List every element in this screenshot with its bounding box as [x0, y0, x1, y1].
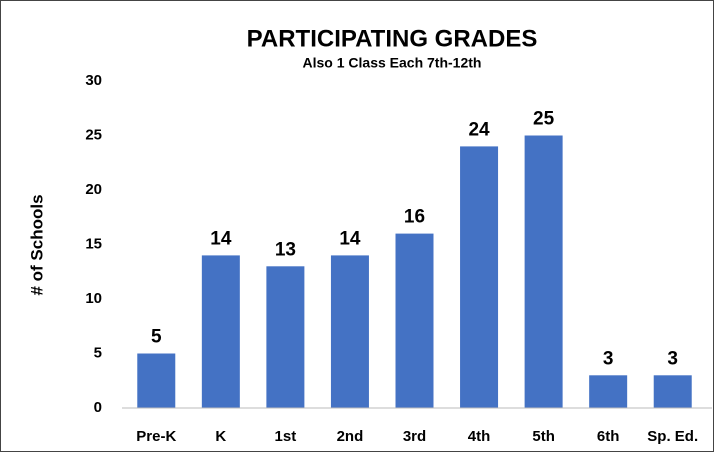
y-axis-label: # of Schools	[27, 194, 46, 295]
data-label: 24	[468, 119, 490, 140]
x-tick-label: Pre-K	[136, 428, 176, 445]
data-label: 16	[404, 207, 425, 228]
y-tick-label: 0	[94, 399, 102, 416]
y-tick-label: 30	[85, 72, 102, 89]
y-tick-label: 10	[85, 290, 102, 307]
x-tick-label: 6th	[597, 428, 620, 445]
data-label: 14	[210, 228, 232, 249]
x-tick-label: 4th	[468, 428, 491, 445]
x-tick-label: 2nd	[337, 428, 364, 445]
bar	[266, 266, 305, 408]
y-tick-label: 5	[94, 344, 102, 361]
data-label: 3	[667, 348, 678, 369]
bar	[201, 255, 240, 408]
x-tick-label: K	[215, 428, 226, 445]
data-label: 14	[339, 228, 361, 249]
y-tick-label: 20	[85, 181, 102, 198]
y-tick-label: 15	[85, 235, 102, 252]
bar	[524, 135, 563, 408]
bar	[395, 233, 434, 408]
x-tick-label: 5th	[532, 428, 555, 445]
x-tick-label: 1st	[275, 428, 297, 445]
bar	[589, 375, 628, 408]
x-tick-label: Sp. Ed.	[647, 428, 698, 445]
chart-subtitle: Also 1 Class Each 7th-12th	[303, 55, 482, 71]
bar	[137, 353, 176, 408]
data-label: 5	[151, 327, 162, 348]
chart-title: PARTICIPATING GRADES	[247, 25, 538, 52]
data-label: 3	[603, 348, 614, 369]
y-tick-label: 25	[85, 126, 102, 143]
x-tick-label: 3rd	[403, 428, 426, 445]
data-label: 25	[533, 109, 555, 130]
bar	[460, 146, 499, 408]
data-label: 13	[275, 239, 296, 260]
bar	[330, 255, 369, 408]
bar	[653, 375, 692, 408]
